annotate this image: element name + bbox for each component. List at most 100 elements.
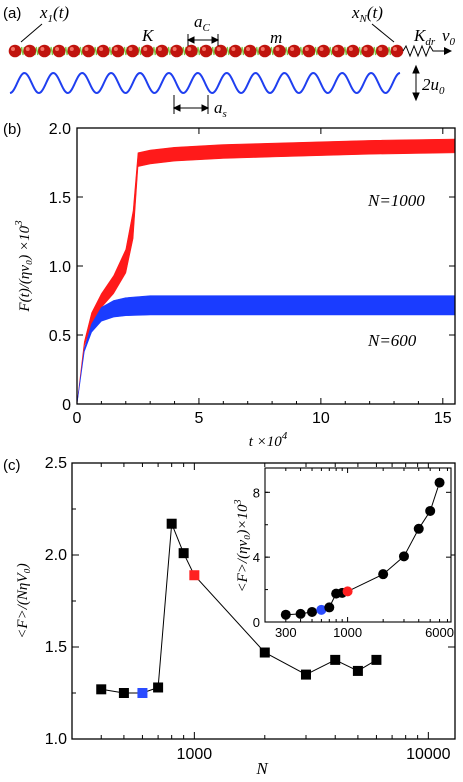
bead-highlight bbox=[334, 47, 339, 51]
bead-highlight bbox=[216, 47, 221, 51]
bead bbox=[96, 44, 110, 58]
bead bbox=[185, 44, 198, 58]
main-data-point bbox=[153, 682, 164, 693]
panel-a: (a) x1(t) K aC m xN(t) bbox=[3, 3, 456, 120]
bead bbox=[38, 44, 51, 58]
panel-c-label: (c) bbox=[3, 457, 21, 474]
amplitude-bracket bbox=[412, 64, 420, 102]
bead bbox=[52, 44, 66, 58]
inset-x-tick-label: 6000 bbox=[425, 625, 454, 640]
bead-highlight bbox=[363, 47, 368, 51]
x-tick-label: 0 bbox=[73, 410, 82, 427]
panel-b-frame bbox=[76, 127, 456, 405]
main-data-point bbox=[166, 518, 177, 529]
x-tick-label: 5 bbox=[194, 410, 203, 427]
y-tick-label: 1.5 bbox=[49, 190, 71, 207]
inset-data-point bbox=[295, 608, 306, 619]
panel-b-x-axis-label: t ×104 bbox=[249, 430, 288, 450]
bead bbox=[346, 44, 360, 58]
inset-y-axis-label: <F>/(ηv₀)×103 bbox=[233, 499, 251, 592]
panel-c-x-axis-label: N bbox=[255, 759, 269, 778]
bead-highlight bbox=[319, 47, 324, 51]
xN-leader-line bbox=[371, 23, 395, 43]
bead-highlight bbox=[69, 47, 74, 51]
main-data-point bbox=[371, 654, 382, 665]
bead bbox=[8, 44, 22, 58]
main-data-point bbox=[352, 665, 363, 676]
main-data-point bbox=[178, 548, 189, 559]
amplitude-label: 2u0 bbox=[422, 75, 445, 97]
bead-highlight bbox=[231, 47, 236, 51]
main-y-tick-label: 2.5 bbox=[45, 455, 67, 472]
y-tick-label: 1.0 bbox=[49, 259, 71, 276]
bead-highlight bbox=[202, 47, 206, 51]
bead-highlight bbox=[113, 47, 118, 51]
bead-highlight bbox=[40, 47, 45, 51]
bead bbox=[155, 44, 169, 58]
main-data-point bbox=[118, 688, 129, 698]
xN-label: xN(t) bbox=[351, 3, 383, 25]
bead bbox=[302, 44, 316, 58]
bead bbox=[317, 44, 330, 58]
inset-series bbox=[280, 477, 445, 620]
chain-beads bbox=[8, 44, 404, 58]
inset-ticks: 300 1000 6000 0 4 8 bbox=[253, 468, 454, 640]
inset-x-tick-label: 300 bbox=[275, 625, 297, 640]
main-data-point bbox=[96, 684, 107, 695]
panel-b-ticks: 0 5 10 15 0 0.5 1.0 1.5 2.0 bbox=[49, 121, 455, 427]
driver-arrowhead bbox=[444, 47, 452, 55]
bead-highlight bbox=[99, 47, 104, 51]
inset-data-point bbox=[342, 586, 353, 597]
y-tick-label: 2.0 bbox=[49, 121, 71, 138]
inset-x-tick-label: 1000 bbox=[333, 625, 362, 640]
main-y-tick-label: 2.0 bbox=[45, 547, 67, 564]
panel-b-series bbox=[76, 138, 456, 405]
bead bbox=[67, 44, 81, 58]
bead bbox=[331, 44, 345, 58]
panel-b-label: (b) bbox=[3, 121, 21, 138]
bead-highlight bbox=[143, 47, 148, 51]
inset-data-point bbox=[425, 505, 436, 516]
inset-y-tick-label: 8 bbox=[253, 485, 260, 500]
panel-a-label: (a) bbox=[3, 5, 21, 22]
main-x-tick-label: 1000 bbox=[177, 746, 213, 763]
legend-n600: N=600 bbox=[367, 331, 417, 350]
bead bbox=[23, 44, 36, 58]
bead bbox=[82, 44, 95, 58]
inset-y-tick-label: 0 bbox=[253, 615, 260, 630]
bead bbox=[214, 44, 227, 58]
substrate-period-bracket bbox=[172, 95, 210, 114]
y-tick-label: 0.5 bbox=[49, 328, 71, 345]
main-y-tick-label: 1.0 bbox=[45, 731, 67, 748]
bead bbox=[287, 44, 301, 58]
inset-data-point bbox=[307, 606, 318, 617]
bead-highlight bbox=[304, 47, 309, 51]
inset-data-point bbox=[398, 551, 409, 562]
bead bbox=[243, 44, 257, 58]
inset-background bbox=[265, 468, 451, 622]
bead-highlight bbox=[84, 47, 89, 51]
inset-frame bbox=[264, 467, 452, 623]
bead-highlight bbox=[172, 47, 177, 51]
chain-spacing-bracket bbox=[186, 34, 220, 46]
x1-leader-line bbox=[20, 23, 43, 43]
bead-highlight bbox=[378, 47, 383, 51]
panel-b: (b) 0 5 10 15 0 0.5 1.0 1.5 2.0 t ×104 F(t)/(ηv₀… bbox=[3, 121, 456, 450]
main-data-point bbox=[300, 669, 311, 680]
bead bbox=[111, 44, 125, 58]
mass-label: m bbox=[270, 28, 282, 47]
substrate-period-label: as bbox=[214, 98, 227, 120]
inset-data-point bbox=[316, 604, 327, 615]
bead bbox=[140, 44, 154, 58]
panel-b-y-axis-label: F(t)/(ηv₀) ×103 bbox=[13, 220, 33, 313]
y-tick-label: 0 bbox=[62, 397, 71, 414]
bead-highlight bbox=[393, 47, 397, 51]
bead-highlight bbox=[290, 47, 295, 51]
bead-highlight bbox=[157, 47, 162, 51]
bead bbox=[199, 44, 213, 58]
x-tick-label: 15 bbox=[434, 410, 452, 427]
main-data-point bbox=[137, 688, 148, 698]
inset-data-point bbox=[434, 477, 445, 488]
